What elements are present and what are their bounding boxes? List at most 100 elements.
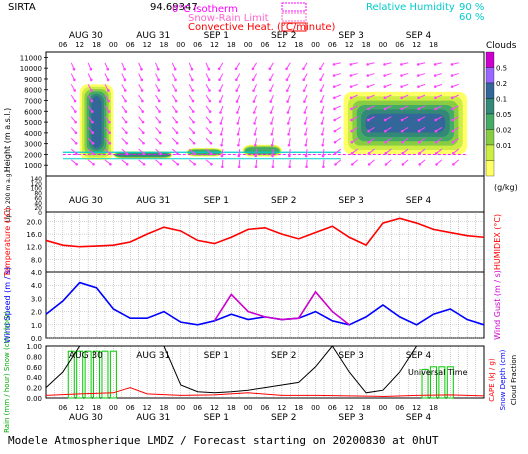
date-label: AUG 30 bbox=[69, 196, 103, 206]
rain-bar bbox=[429, 366, 437, 399]
wind-arrow-head bbox=[286, 122, 290, 125]
wind-arrow-head bbox=[435, 152, 438, 155]
wind-arrow-head bbox=[451, 152, 455, 155]
wind-arrow-head bbox=[106, 67, 110, 71]
station-name: SIRTA bbox=[8, 2, 36, 13]
wind-arrow-head bbox=[434, 129, 438, 133]
wind-arrow-head bbox=[269, 111, 273, 114]
wind-arrow-head bbox=[383, 74, 386, 77]
wind-arrow-head bbox=[218, 78, 221, 82]
wind-arrow-head bbox=[75, 162, 78, 166]
wind-arrow-head bbox=[123, 67, 126, 71]
wind-arrow-head bbox=[350, 118, 353, 122]
height-tick-label: 3000 bbox=[24, 141, 42, 149]
clouds-colorbar: 0.5 0.2 0.1 0.05 0.02 0.01 bbox=[485, 51, 512, 177]
colorbar-swatch bbox=[485, 144, 495, 161]
rain-series bbox=[45, 345, 485, 399]
wind-arrow-head bbox=[190, 67, 194, 71]
mid-date-labels: AUG 30 AUG 31 SEP 1 SEP 2 SEP 3 SEP 4 bbox=[69, 196, 432, 206]
wind-arrow-head bbox=[90, 99, 94, 103]
rh-90: 90 % bbox=[459, 2, 484, 13]
cape-axis-label: CAPE (kJ / g) bbox=[488, 358, 496, 402]
wind-arrow-head bbox=[125, 141, 129, 145]
date-label: SEP 2 bbox=[271, 196, 296, 206]
wind-series bbox=[45, 281, 485, 326]
wind-arrow-head bbox=[142, 141, 145, 145]
height-tick-label: 10000 bbox=[20, 65, 42, 73]
wind-arrow-head bbox=[176, 162, 180, 166]
wind-arrow-head bbox=[367, 129, 370, 133]
colorbar-level: 0.01 bbox=[496, 142, 512, 150]
height-tick-label: 6000 bbox=[24, 108, 42, 116]
height-ticks: 1000200030004000500060007000800090001000… bbox=[20, 54, 48, 217]
hour-tick-label: 06 bbox=[126, 41, 135, 49]
wind-arrow-head bbox=[287, 132, 290, 136]
wind-arrow-head bbox=[269, 89, 272, 92]
wind-arrow-head bbox=[193, 162, 196, 166]
wind-arrow-head bbox=[417, 129, 421, 133]
colorbar-swatch bbox=[485, 67, 495, 84]
wind-arrow-head bbox=[218, 89, 222, 92]
wind-arrow-head bbox=[269, 100, 273, 103]
wind-arrow-head bbox=[434, 107, 437, 111]
wind-arrow-head bbox=[270, 132, 274, 136]
colorbar-swatch bbox=[485, 51, 495, 68]
cloud-fraction-line bbox=[45, 345, 484, 394]
hour-tick-label: 12 bbox=[143, 404, 152, 412]
wind-arrow-head bbox=[192, 141, 196, 145]
wind-arrow-head bbox=[236, 122, 240, 125]
hour-tick-label: 00 bbox=[311, 404, 320, 412]
wind-arrow-head bbox=[270, 143, 274, 147]
colorbar-swatch bbox=[485, 113, 495, 130]
date-label: AUG 31 bbox=[136, 351, 170, 361]
wind-arrow-head bbox=[433, 63, 437, 66]
rain-tick-label: 0.80 bbox=[26, 353, 42, 361]
wind-arrow-head bbox=[333, 129, 337, 133]
wind-arrow-head bbox=[383, 96, 387, 100]
legend-snow-rain: Snow-Rain Limit bbox=[188, 13, 269, 24]
wind-arrow-head bbox=[236, 111, 239, 114]
hour-tick-label: 12 bbox=[412, 404, 421, 412]
date-label: SEP 2 bbox=[271, 31, 296, 41]
wind-arrow-head bbox=[208, 99, 212, 103]
wind-arrow-head bbox=[384, 140, 387, 144]
date-label: SEP 2 bbox=[271, 351, 296, 361]
wind-arrow-head bbox=[384, 152, 388, 155]
date-label: SEP 1 bbox=[204, 413, 229, 423]
wind-arrow-head bbox=[124, 120, 128, 124]
hour-tick-label: 00 bbox=[244, 41, 253, 49]
wind-arrow-head bbox=[366, 74, 370, 77]
wind-arrow-head bbox=[73, 99, 77, 103]
wind-arrow-head bbox=[141, 131, 145, 135]
cloud-layer bbox=[245, 147, 280, 155]
hour-tick-label: 12 bbox=[210, 41, 219, 49]
wind-arrow-head bbox=[350, 107, 353, 111]
wind-arrow-head bbox=[433, 74, 437, 77]
wind-arrow-head bbox=[174, 89, 178, 92]
date-label: AUG 30 bbox=[69, 413, 103, 423]
wind-arrow-head bbox=[319, 67, 322, 71]
wind-arrow-head bbox=[141, 110, 145, 113]
temperature-series bbox=[45, 217, 485, 248]
colorbar-level: 0.1 bbox=[496, 96, 507, 104]
date-label: SEP 3 bbox=[338, 413, 363, 423]
snow-depth-axis-label: Snow Depth (cm) bbox=[499, 349, 507, 410]
wind-arrow-head bbox=[417, 140, 421, 144]
date-label: SEP 3 bbox=[338, 351, 363, 361]
wind-arrow-head bbox=[350, 129, 353, 133]
panel-tick-label: 3.0 bbox=[31, 295, 42, 303]
date-label: SEP 4 bbox=[406, 351, 432, 361]
series-line bbox=[213, 290, 350, 326]
wind-arrow-head bbox=[400, 96, 404, 100]
height-low-tick-label: 20 bbox=[34, 205, 42, 212]
wind-arrow-head bbox=[140, 67, 143, 71]
wind-arrow-head bbox=[253, 132, 257, 136]
date-label: SEP 4 bbox=[406, 196, 432, 206]
wind-arrow-head bbox=[418, 152, 421, 155]
hour-tick-label: 18 bbox=[362, 404, 371, 412]
colorbar-level: 0.05 bbox=[496, 111, 512, 119]
hour-tick-label: 00 bbox=[109, 404, 118, 412]
legend-isotherm: 0°C isotherm bbox=[172, 4, 238, 15]
wind-arrow-head bbox=[219, 122, 223, 125]
wind-arrow-head bbox=[384, 129, 387, 133]
